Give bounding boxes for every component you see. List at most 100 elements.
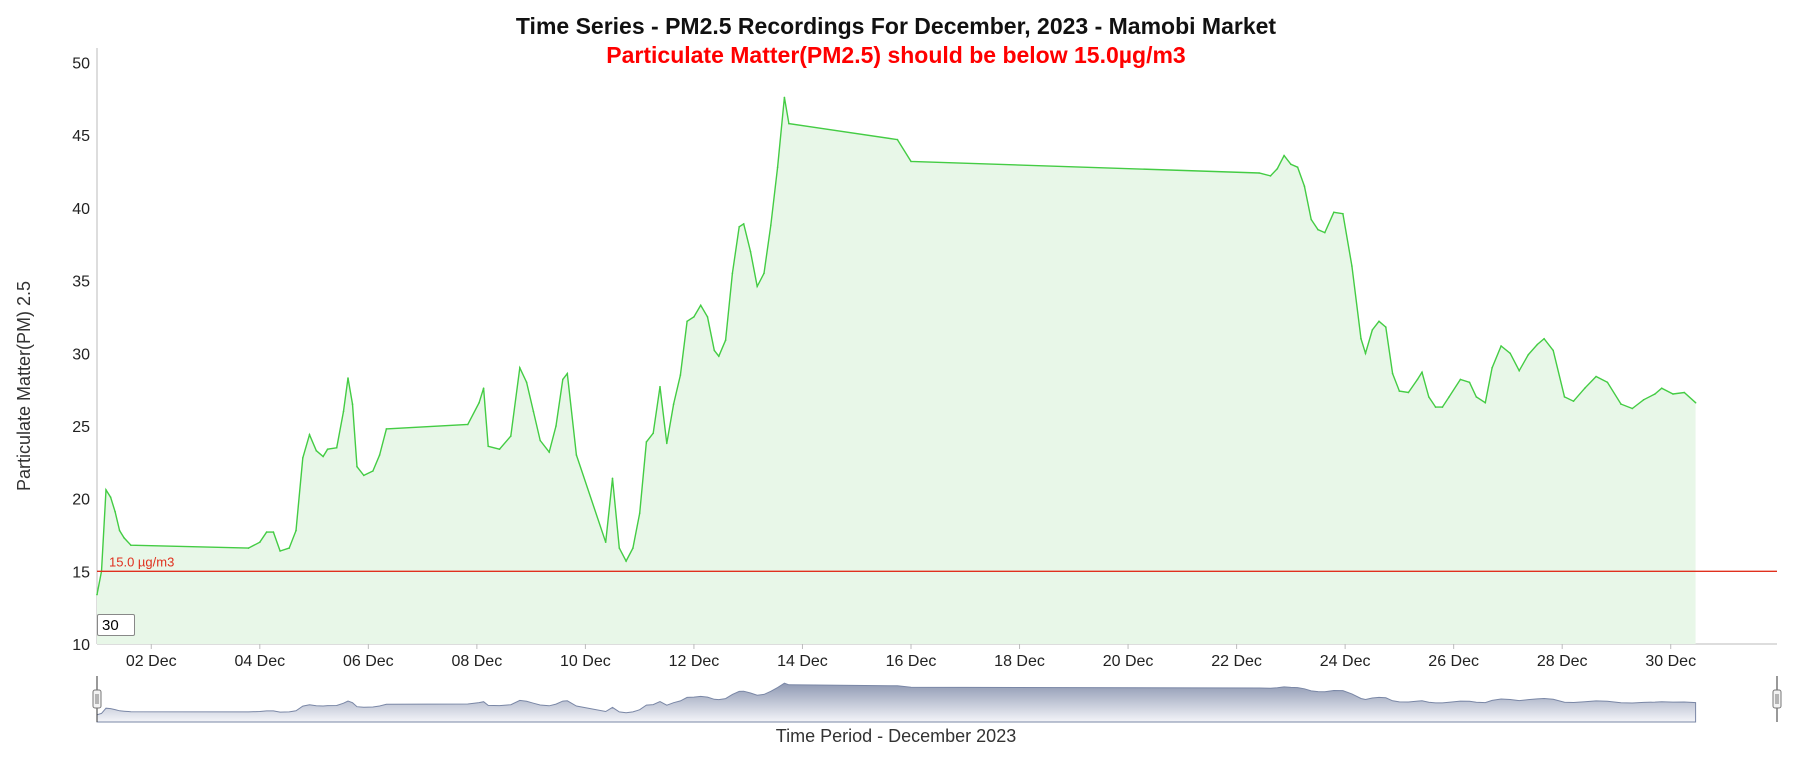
data-point [1448,396,1450,398]
data-point [259,541,261,543]
data-point [372,470,374,472]
data-point [1421,371,1423,374]
data-point [302,457,304,459]
data-point [625,560,627,562]
data-point [130,544,132,546]
data-point [731,272,734,275]
y-tick-label: 20 [72,492,90,509]
data-point [1283,154,1285,157]
data-point [611,477,614,480]
x-tick-label: 14 Dec [777,653,828,670]
data-point [1378,320,1380,323]
data-point [724,339,727,342]
data-point [1536,343,1539,346]
data-point [510,435,512,437]
data-point [618,547,621,549]
data-point [1342,212,1344,215]
data-point [645,441,648,443]
data-point [532,410,535,413]
data-point [1269,175,1272,177]
data-point [363,474,365,477]
data-point [519,367,521,369]
data-point [742,223,745,225]
data-point [342,410,345,413]
data-point [548,451,550,453]
data-point [1434,406,1437,408]
data-point [1258,172,1260,174]
data-point [1428,396,1430,398]
x-tick-label: 18 Dec [994,653,1045,670]
x-tick-label: 02 Dec [126,653,177,670]
data-point [265,531,268,533]
range-navigator[interactable] [92,676,1782,723]
data-point [1620,403,1622,405]
data-point [575,454,578,456]
data-point [109,496,112,499]
data-point [1491,367,1493,369]
data-point [679,374,682,376]
data-point [1654,393,1656,395]
x-tick-label: 26 Dec [1428,653,1479,670]
data-point [525,381,528,384]
data-point [896,138,899,141]
data-point [672,403,675,405]
x-tick-label: 22 Dec [1211,653,1262,670]
y-axis: 10 15 20 25 30 35 40 45 50 [72,56,90,654]
navigator-right-handle[interactable] [1772,689,1782,709]
data-point [1563,396,1566,398]
data-point [713,349,716,352]
data-point [1606,381,1609,384]
y-tick-label: 35 [72,274,90,291]
data-point [699,304,702,307]
data-point [763,272,765,275]
x-tick-label: 16 Dec [886,653,937,670]
x-axis-title: Time Period - December 2023 [776,726,1016,746]
data-point [693,316,695,318]
y-tick-label: 50 [72,56,90,73]
y-tick-label: 40 [72,201,90,218]
data-point [749,250,752,253]
data-point [1468,381,1471,384]
y-tick-label: 45 [72,128,90,145]
data-point [718,355,720,358]
x-tick-label: 28 Dec [1537,653,1588,670]
data-point [118,529,121,532]
data-point [272,531,275,533]
data-point [467,423,469,426]
data-point [308,433,311,436]
data-point [1484,401,1487,404]
data-point [1385,326,1387,328]
data-point [1364,352,1367,355]
data-point [652,432,654,435]
x-tick-label: 04 Dec [234,653,285,670]
rolling-window-input[interactable] [97,614,135,636]
navigator-area [96,682,1697,723]
data-point [706,316,709,318]
data-point [1310,218,1312,221]
data-point [539,439,541,442]
data-point [498,448,501,451]
data-point [105,489,107,491]
data-point [1391,372,1394,375]
handle-grip[interactable] [92,689,102,709]
chart-title: Time Series - PM2.5 Recordings For Decem… [516,13,1276,39]
x-tick-label: 08 Dec [452,653,503,670]
data-point [910,160,912,163]
handle-grip[interactable] [1772,689,1782,709]
data-point [1683,391,1686,394]
data-point [385,428,388,430]
navigator-left-handle[interactable] [92,689,102,709]
data-point [738,226,740,228]
data-point [770,224,772,227]
data-point [555,425,557,427]
data-point [295,529,297,532]
data-point [776,166,779,168]
data-point [1303,185,1306,187]
data-point [1672,393,1674,395]
y-tick-label: 15 [72,564,90,581]
data-point [114,510,116,513]
data-point [1459,378,1462,381]
y-axis-title: Particulate Matter(PM) 2.5 [14,281,34,491]
x-axis: 02 Dec 04 Dec 06 Dec 08 Dec 10 Dec 12 Dec 14 D… [126,644,1696,670]
x-tick-label: 30 Dec [1645,653,1696,670]
